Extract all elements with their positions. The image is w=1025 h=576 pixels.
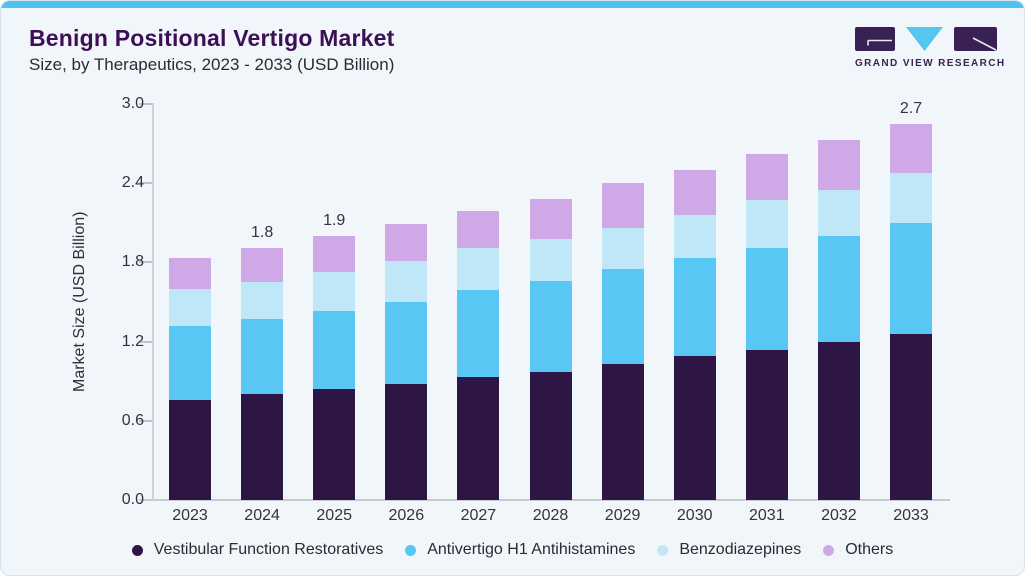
y-axis-line (152, 103, 154, 500)
bar-segment-2029 (601, 228, 644, 269)
bar-segment-2031 (745, 200, 788, 248)
bar-value-label-2024: 1.8 (250, 223, 274, 241)
x-axis-label-2027: 2027 (460, 507, 497, 524)
legend-item: Vestibular Function Restoratives (131, 541, 384, 559)
bar-segment-2028 (529, 199, 572, 239)
y-tick-label-0.0: 0.0 (121, 491, 144, 508)
bar-segment-2029 (601, 269, 644, 365)
y-tick-label-2.4: 2.4 (121, 174, 144, 192)
bar-value-label-2025: 1.9 (323, 212, 346, 229)
bar-segment-2030 (673, 356, 716, 500)
y-tick-label-1.2: 1.2 (121, 332, 144, 350)
bar-segment-2032 (817, 236, 860, 342)
top-accent-bar (1, 1, 1024, 8)
legend-swatch-icon (657, 544, 669, 556)
legend-swatch-icon (405, 544, 417, 556)
x-axis-label-2025: 2025 (316, 507, 352, 524)
y-tick-mark-1.8 (139, 261, 152, 264)
bar-segment-2028 (529, 280, 572, 372)
bar-segment-2023 (169, 399, 211, 500)
x-axis-label-2024: 2024 (244, 507, 280, 524)
y-tick-mark-2.4 (139, 182, 152, 185)
grand-view-research-logo: GRAND VIEW RESEARCH (855, 27, 1006, 69)
bar-segment-2023 (169, 325, 211, 400)
legend-label: Others (845, 541, 894, 558)
bar-segment-2033 (890, 172, 932, 223)
x-axis-label-2028: 2028 (532, 507, 569, 524)
logo-v-triangle-icon (906, 27, 943, 51)
legend-item: Antivertigo H1 Antihistamines (405, 541, 635, 559)
logo-r-icon (954, 27, 997, 51)
bar-segment-2028 (529, 371, 572, 500)
bar-segment-2023 (169, 288, 211, 326)
bar-segment-2031 (745, 349, 788, 500)
bar-segment-2024 (241, 282, 284, 320)
y-tick-mark-0.6 (139, 419, 152, 422)
bar-segment-2033 (890, 222, 932, 334)
bar-value-label-2033: 2.7 (899, 99, 923, 117)
x-axis-label-2023: 2023 (172, 507, 208, 524)
bar-segment-2028 (529, 238, 572, 281)
bar-segment-2030 (673, 170, 716, 215)
bar-segment-2031 (745, 247, 788, 350)
y-tick-mark-3.0 (139, 103, 152, 105)
bar-segment-2024 (241, 394, 284, 500)
logo-text: GRAND VIEW RESEARCH (855, 58, 1006, 69)
bar-segment-2029 (601, 183, 644, 229)
bar-segment-2026 (385, 383, 428, 500)
legend-label: Benzodiazepines (679, 541, 802, 558)
logo-g-icon (855, 27, 895, 51)
y-tick-label-0.6: 0.6 (121, 411, 144, 429)
chart-header: Benign Positional Vertigo Market Size, b… (29, 25, 395, 75)
legend-label: Vestibular Function Restoratives (153, 541, 384, 558)
bar-segment-2032 (817, 139, 860, 190)
bar-segment-2025 (313, 271, 356, 312)
legend-swatch-icon (131, 544, 143, 556)
bar-segment-2026 (385, 261, 428, 302)
bar-segment-2027 (457, 290, 500, 378)
bar-segment-2029 (601, 364, 644, 500)
y-tick-mark-1.2 (139, 340, 152, 343)
bar-segment-2026 (385, 302, 428, 384)
bar-segment-2025 (313, 389, 356, 500)
bar-segment-2033 (890, 333, 932, 500)
x-axis-label-2030: 2030 (676, 507, 713, 524)
bar-segment-2027 (457, 377, 500, 500)
y-tick-label-1.8: 1.8 (121, 253, 144, 271)
x-axis-label-2032: 2032 (821, 507, 857, 524)
bar-segment-2027 (457, 210, 500, 248)
logo-marks (855, 27, 997, 52)
bar-segment-2027 (457, 247, 500, 291)
bar-segment-2026 (385, 224, 428, 262)
x-axis-label-2026: 2026 (388, 507, 425, 524)
x-axis-label-2033: 2033 (893, 507, 929, 524)
x-axis-label-2031: 2031 (749, 507, 785, 524)
bar-segment-2025 (313, 311, 356, 390)
bar-segment-2024 (241, 319, 284, 395)
bar-segment-2032 (817, 341, 860, 500)
bar-segment-2032 (817, 189, 860, 236)
x-axis-label-2029: 2029 (604, 507, 641, 524)
y-axis-title: Market Size (USD Billion) (71, 211, 88, 393)
legend-item: Benzodiazepines (657, 541, 801, 559)
bar-segment-2031 (745, 154, 788, 201)
legend-item: Others (823, 541, 893, 559)
legend-label: Antivertigo H1 Antihistamines (427, 541, 636, 558)
chart-legend: Vestibular Function Restoratives Antivert… (1, 539, 1024, 561)
bar-segment-2030 (673, 214, 716, 259)
x-axis-line (139, 499, 950, 501)
bar-segment-2030 (673, 258, 716, 357)
page-subtitle: Size, by Therapeutics, 2023 - 2033 (USD … (29, 55, 395, 74)
legend-swatch-icon (823, 544, 835, 556)
y-tick-label-3.0: 3.0 (121, 95, 144, 112)
bar-segment-2025 (313, 236, 356, 272)
bar-segment-2023 (169, 258, 211, 289)
bar-segment-2024 (241, 247, 284, 283)
page-title: Benign Positional Vertigo Market (29, 25, 395, 51)
bar-segment-2033 (890, 123, 932, 173)
